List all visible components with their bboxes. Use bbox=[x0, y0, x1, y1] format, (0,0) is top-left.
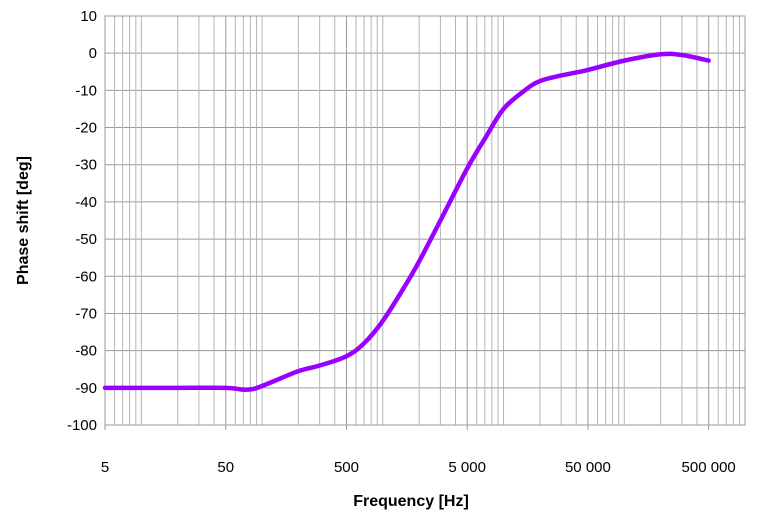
y-tick-label: 0 bbox=[89, 45, 97, 62]
y-tick-label: -40 bbox=[75, 194, 97, 211]
series-layer bbox=[102, 51, 711, 392]
y-tick-label: -70 bbox=[75, 305, 97, 322]
plot-area bbox=[102, 15, 746, 430]
y-tick-label: -50 bbox=[75, 231, 97, 248]
x-tick-label: 50 000 bbox=[565, 459, 611, 476]
y-tick-label: -60 bbox=[75, 268, 97, 285]
grid bbox=[104, 15, 746, 430]
x-tick-labels: 5 50 500 5 000 50 000 500 000 bbox=[101, 459, 736, 476]
plot-border bbox=[104, 15, 746, 426]
series-line bbox=[102, 51, 711, 392]
x-tick-label: 5 bbox=[101, 459, 109, 476]
x-tick-label: 500 000 bbox=[682, 459, 736, 476]
y-tick-label: -30 bbox=[75, 157, 97, 174]
y-tick-label: 10 bbox=[80, 8, 97, 25]
y-tick-label: -100 bbox=[67, 417, 97, 434]
x-tick-label: 50 bbox=[217, 459, 234, 476]
y-tick-label: -10 bbox=[75, 82, 97, 99]
x-tick-label: 500 bbox=[334, 459, 359, 476]
y-tick-label: -90 bbox=[75, 380, 97, 397]
x-axis-title: Frequency [Hz] bbox=[353, 493, 469, 510]
y-tick-label: -20 bbox=[75, 120, 97, 137]
y-axis-title: Phase shift [deg] bbox=[15, 156, 32, 285]
y-tick-labels: 10 0 -10 -20 -30 -40 -50 -60 -70 -80 -90 -100 bbox=[67, 8, 97, 434]
x-tick-label: 5 000 bbox=[448, 459, 486, 476]
y-tick-label: -80 bbox=[75, 343, 97, 360]
